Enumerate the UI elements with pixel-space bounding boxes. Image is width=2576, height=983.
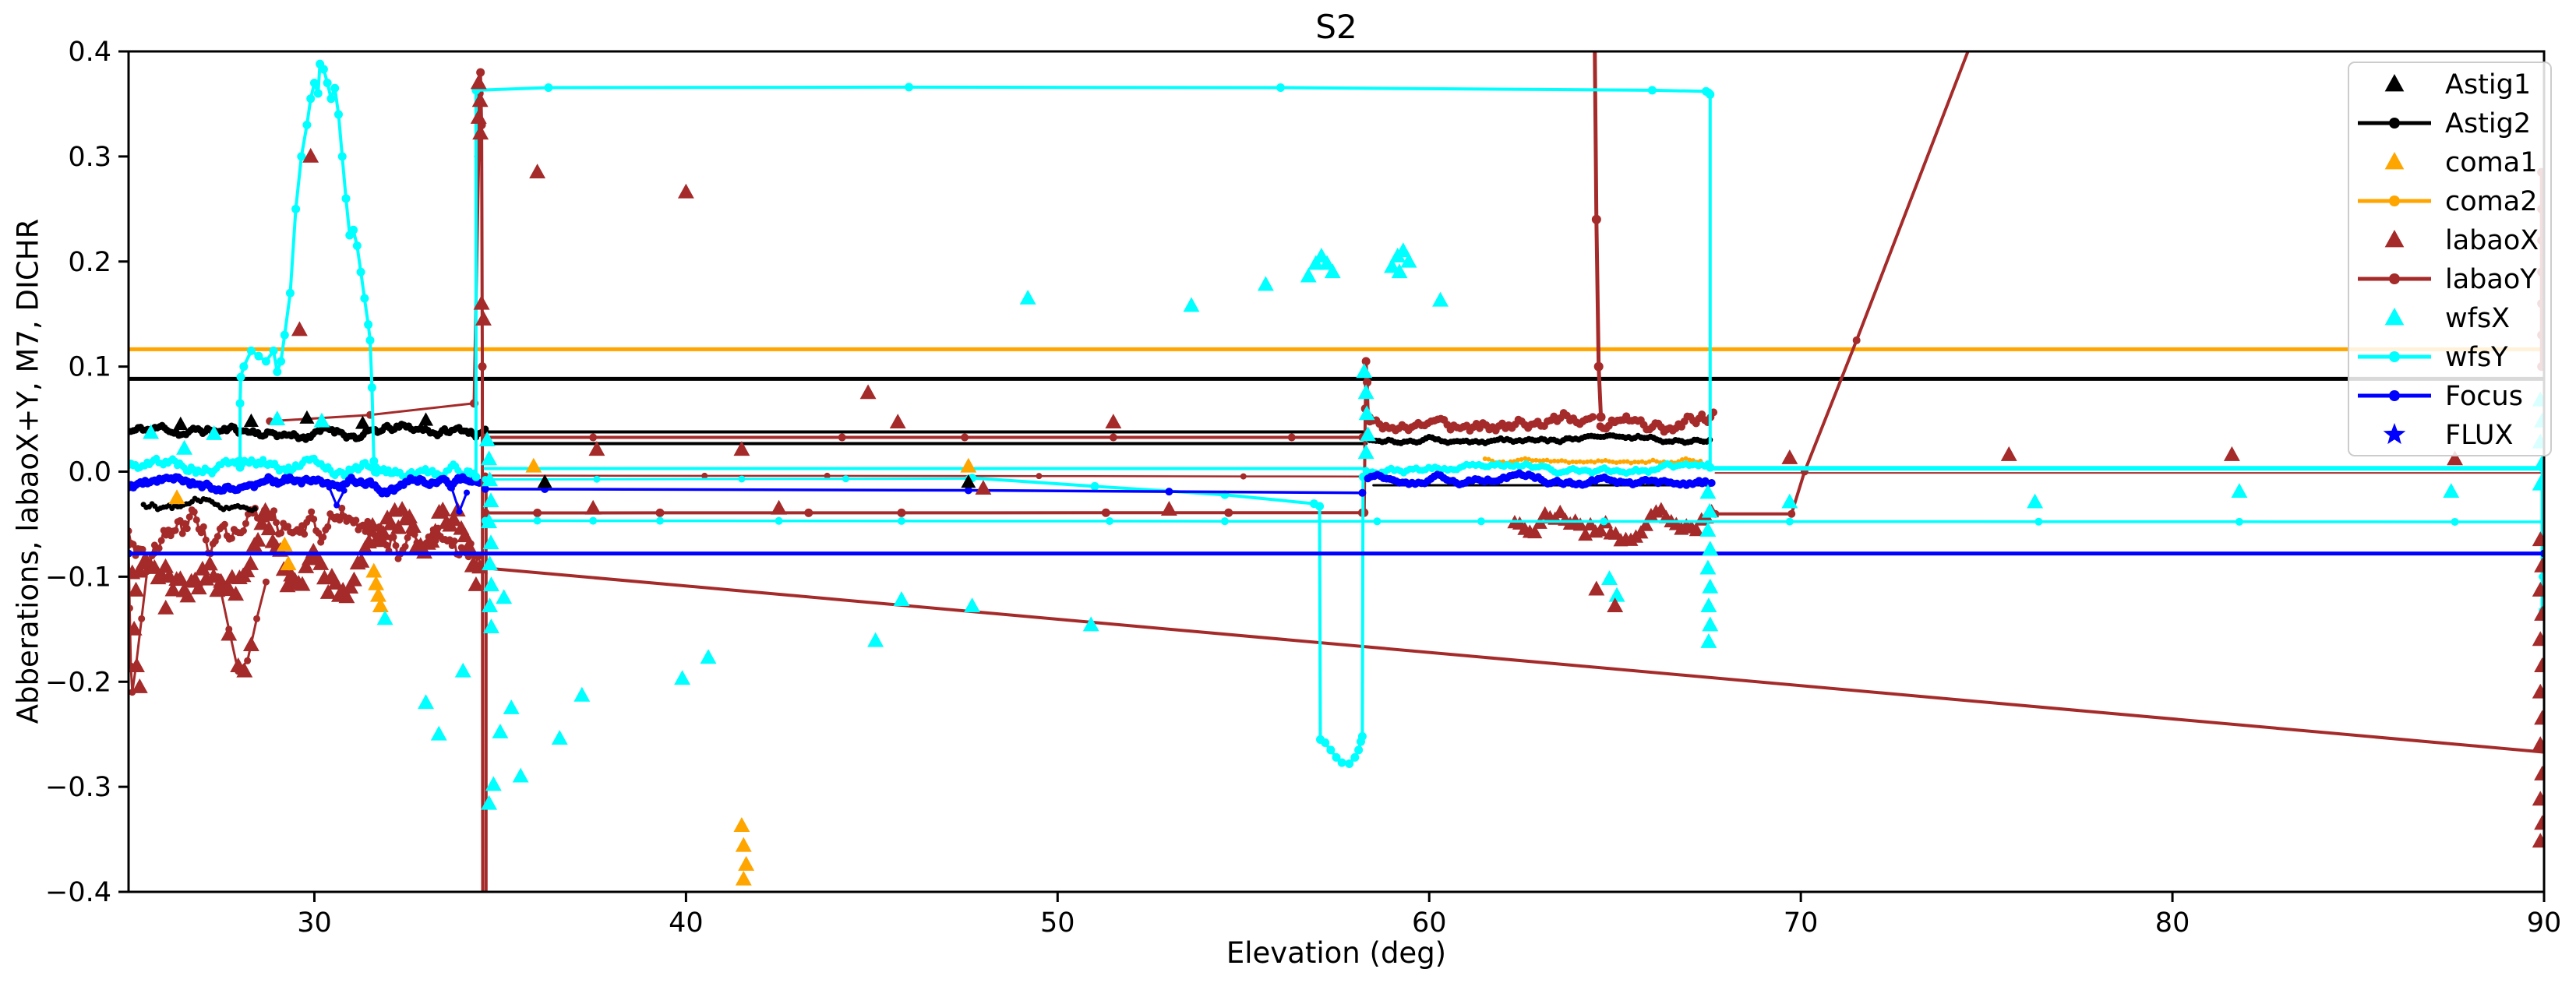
series-wfsY-hm047	[481, 516, 2544, 526]
legend: Astig1 Astig2 coma1 coma2 labaoX labaoY wfsX wf…	[2348, 62, 2552, 456]
y-tick-label: 0.4	[68, 37, 111, 68]
x-tick-label: 70	[1784, 907, 1819, 939]
y-tick-label: −0.4	[45, 877, 111, 908]
x-tick-label: 30	[297, 907, 332, 939]
legend-item-coma2: coma2	[2358, 186, 2537, 217]
legend-label: Astig2	[2445, 108, 2531, 139]
x-tick-label: 50	[1040, 907, 1075, 939]
legend-label: wfsY	[2445, 342, 2508, 373]
legend-item-Astig1: Astig1	[2384, 69, 2531, 100]
legend-item-coma1: coma1	[2384, 147, 2537, 178]
x-tick-label: 60	[1412, 907, 1447, 939]
legend-item-Astig2: Astig2	[2358, 108, 2531, 139]
legend-item-labaoY: labaoY	[2358, 264, 2537, 295]
legend-label: Astig1	[2445, 69, 2531, 100]
axis-ticks: 30 40 50 60 70 80 90 −0.4 −0.3 −0.2 −0.1 0.0 0.1 0.2 0…	[45, 37, 2561, 939]
legend-label: labaoX	[2445, 225, 2539, 256]
series-labaoY-diag-long	[481, 565, 2544, 754]
legend-label: coma2	[2445, 186, 2537, 217]
series-wfsY-hump	[235, 59, 380, 472]
series-labaoY-spike-64	[1591, 51, 1606, 422]
legend-item-Focus: Focus	[2358, 381, 2523, 412]
legend-label: FLUX	[2445, 420, 2513, 451]
y-tick-label: −0.2	[45, 667, 111, 698]
series-wfsY-descent-dip	[968, 472, 1367, 768]
y-tick-label: 0.0	[68, 457, 111, 488]
series-wfsY-main-365	[471, 83, 1715, 481]
plot-data-area	[129, 51, 2544, 892]
series-astig2-band-mid	[1366, 432, 1713, 446]
y-axis-label: Abberations, labaoX+Y, M7, DICHR	[11, 218, 45, 724]
legend-label: coma1	[2445, 147, 2537, 178]
legend-label: Focus	[2445, 381, 2523, 412]
series-labaoX-scatter	[129, 74, 2544, 848]
chart-title: S2	[1315, 8, 1357, 46]
x-tick-label: 80	[2155, 907, 2190, 939]
x-axis-label: Elevation (deg)	[1226, 936, 1447, 970]
legend-item-FLUX: FLUX	[2383, 420, 2513, 451]
series-focus-branch	[481, 484, 1367, 497]
series-wfsX-scatter	[143, 242, 2544, 810]
legend-item-labaoX: labaoX	[2384, 225, 2539, 256]
y-tick-label: −0.1	[45, 562, 111, 593]
series-labaoY-band-mid2	[1596, 408, 1718, 436]
legend-item-wfsY: wfsY	[2358, 342, 2508, 373]
y-tick-label: −0.3	[45, 772, 111, 803]
y-tick-label: 0.2	[68, 247, 111, 278]
legend-item-wfsX: wfsX	[2384, 303, 2510, 334]
series-focus-dip1	[326, 484, 348, 509]
legend-label: labaoY	[2445, 264, 2537, 295]
series-focus-dip2	[448, 485, 470, 515]
series-astig2-band-lowleft	[140, 495, 258, 513]
x-tick-label: 90	[2527, 907, 2562, 939]
series-astig1-scatter	[173, 410, 976, 488]
legend-label: wfsX	[2445, 303, 2510, 334]
y-tick-label: 0.3	[68, 142, 111, 173]
series-focus-band-left	[129, 473, 486, 498]
x-tick-label: 40	[669, 907, 704, 939]
series-wfsY-band-left	[129, 454, 478, 481]
y-tick-label: 0.1	[68, 352, 111, 383]
series-focus-band-mid	[1364, 469, 1716, 489]
series-coma1-scatter	[168, 457, 977, 886]
